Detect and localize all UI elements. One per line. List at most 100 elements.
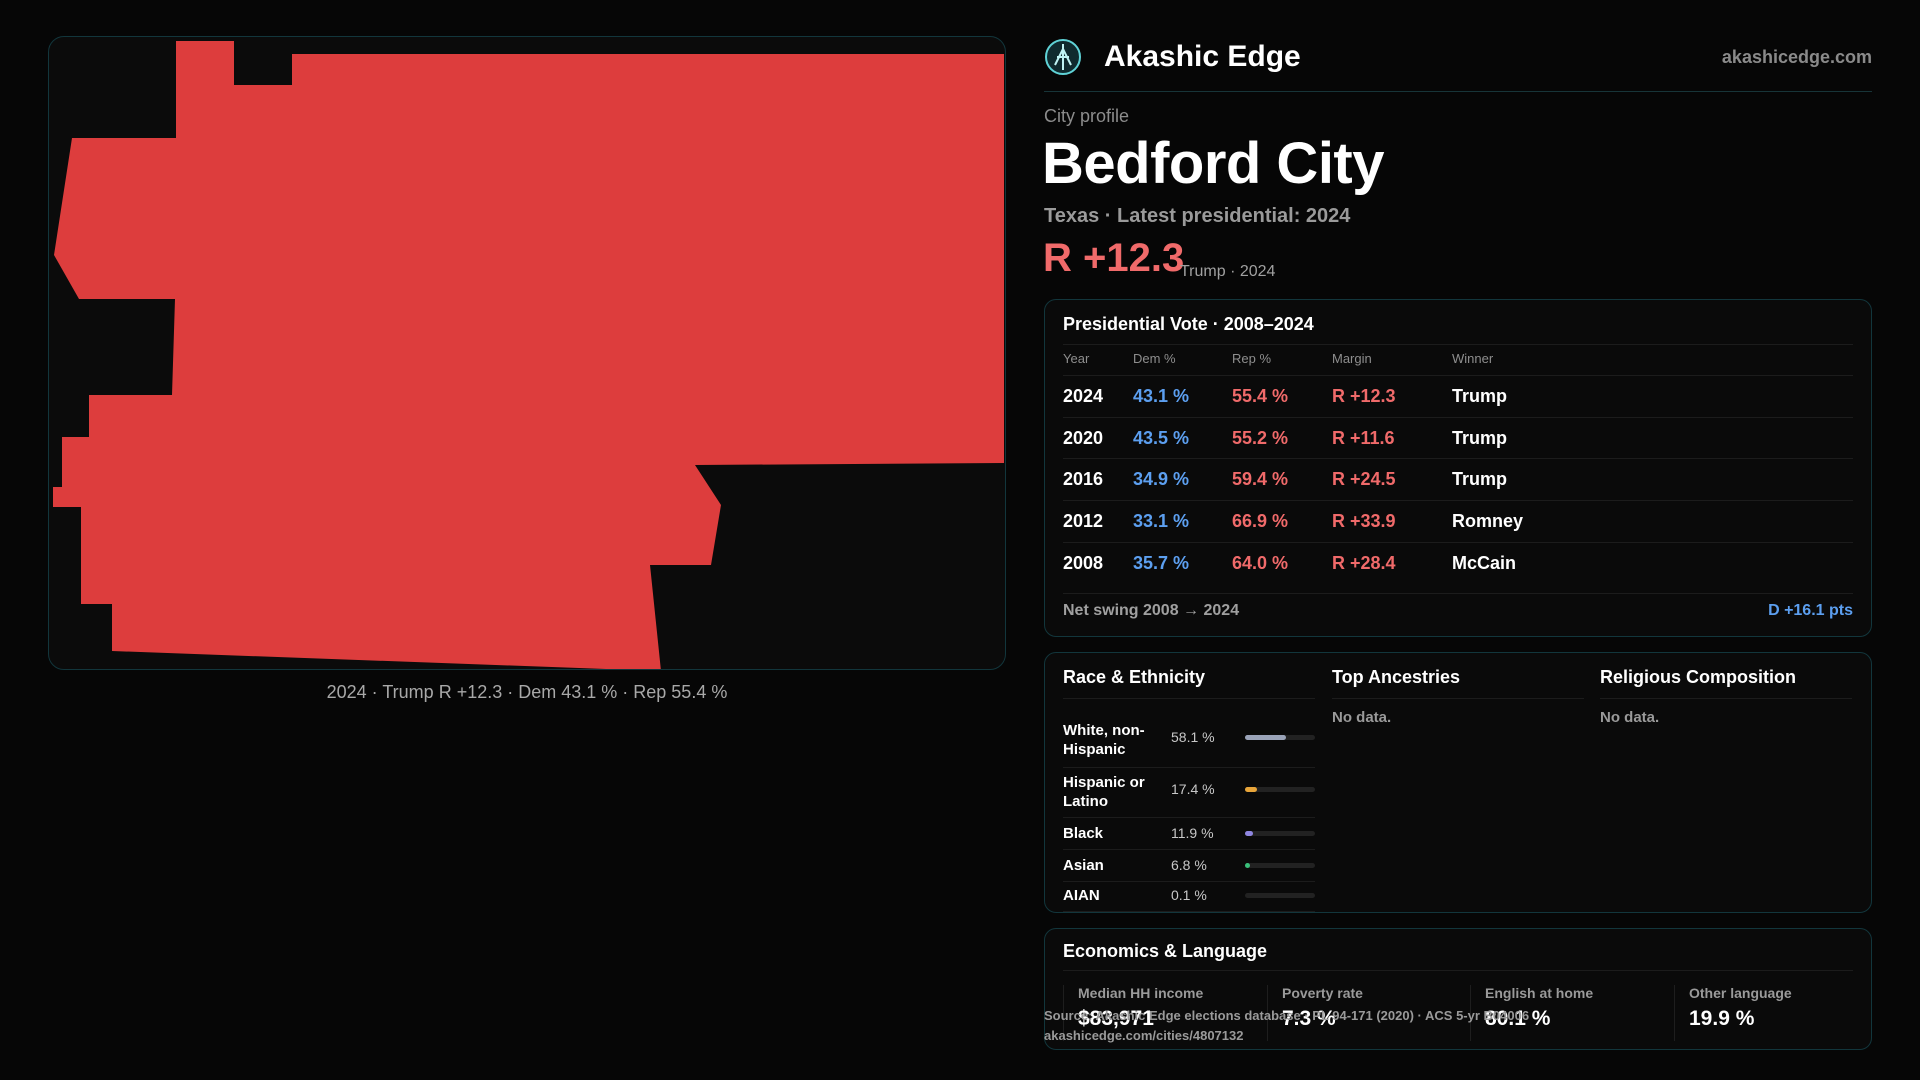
table-row: 2024 43.1 % 55.4 % R +12.3 Trump [1063, 375, 1853, 417]
race-row-white: White, non-Hispanic 58.1 % [1063, 715, 1315, 768]
row-margin: R +11.6 [1332, 428, 1395, 448]
row-year: 2024 [1063, 386, 1104, 406]
compass-logo-icon[interactable] [1044, 38, 1082, 76]
economics-language-card: Economics & Language Median HH income $8… [1044, 928, 1872, 1050]
stat-value: $83,971 [1078, 1007, 1154, 1030]
divider [1063, 344, 1853, 345]
city-boundary-map [53, 41, 1004, 669]
presidential-vote-card: Presidential Vote · 2008–2024 Year Dem %… [1044, 299, 1872, 637]
ancestries-empty-state: No data. [1332, 709, 1392, 726]
stat-english-at-home: English at home 80.1 % [1470, 985, 1660, 1041]
row-dem-pct: 35.7 % [1133, 553, 1190, 573]
source-text: Source: Akashic Edge elections database … [1044, 1008, 1530, 1023]
page-title: Bedford City [1042, 131, 1385, 196]
app-header: Akashic Edge akashicedge.com [1044, 30, 1872, 92]
top-ancestries-title: Top Ancestries [1332, 667, 1584, 699]
row-year: 2020 [1063, 428, 1104, 448]
row-rep-pct: 55.2 % [1232, 428, 1289, 448]
race-label: Black [1063, 825, 1104, 842]
table-row: 2016 34.9 % 59.4 % R +24.5 Trump [1063, 458, 1853, 500]
state-subline: Texas · Latest presidential: 2024 [1044, 205, 1351, 227]
source-url[interactable]: akashicedge.com/cities/4807132 [1044, 1028, 1244, 1043]
race-bar-track [1245, 863, 1315, 868]
stat-label: Poverty rate [1282, 985, 1363, 1001]
race-pct: 0.1 % [1171, 887, 1207, 903]
race-bar-track [1245, 893, 1315, 898]
net-swing-value: D +16.1 pts [1768, 602, 1853, 619]
divider [1063, 970, 1853, 971]
row-year: 2016 [1063, 469, 1104, 489]
race-bar-fill [1245, 787, 1258, 792]
row-rep-pct: 59.4 % [1232, 469, 1289, 489]
religious-composition-title: Religious Composition [1600, 667, 1852, 699]
race-bar-fill [1245, 863, 1250, 868]
top-ancestries-section: Top Ancestries No data. [1332, 667, 1584, 726]
race-row-asian: Asian 6.8 % [1063, 849, 1315, 882]
race-row-black: Black 11.9 % [1063, 817, 1315, 850]
stat-label: Median HH income [1078, 985, 1204, 1001]
race-ethnicity-title: Race & Ethnicity [1063, 667, 1315, 699]
row-winner: McCain [1452, 553, 1517, 573]
religion-empty-state: No data. [1600, 709, 1660, 726]
race-pct: 17.4 % [1171, 781, 1215, 797]
race-row-aian: AIAN 0.1 % [1063, 881, 1315, 912]
table-row: 2008 35.7 % 64.0 % R +28.4 McCain [1063, 542, 1853, 584]
column-header-rep: Rep % [1232, 351, 1272, 366]
table-row: 2020 43.5 % 55.2 % R +11.6 Trump [1063, 417, 1853, 459]
race-label: Hispanic or Latino [1063, 774, 1145, 810]
race-bar-fill [1245, 831, 1254, 836]
stat-median-income: Median HH income $83,971 [1063, 985, 1253, 1041]
race-bar-fill [1245, 735, 1286, 740]
row-margin: R +24.5 [1332, 469, 1396, 489]
row-winner: Trump [1452, 469, 1508, 489]
row-rep-pct: 66.9 % [1232, 511, 1289, 531]
row-margin: R +12.3 [1332, 386, 1396, 406]
demographics-card: Race & Ethnicity White, non-Hispanic 58.… [1044, 652, 1872, 913]
brand-name[interactable]: Akashic Edge [1104, 40, 1301, 73]
city-map[interactable] [48, 36, 1006, 670]
stat-value: 19.9 % [1689, 1007, 1755, 1030]
race-row-hispanic: Hispanic or Latino 17.4 % [1063, 767, 1315, 818]
race-bar-track [1245, 831, 1315, 836]
column-header-winner: Winner [1452, 351, 1494, 366]
race-label: AIAN [1063, 887, 1100, 904]
stat-value: 7.3 % [1282, 1007, 1336, 1030]
race-pct: 11.9 % [1171, 825, 1214, 841]
column-header-dem: Dem % [1133, 351, 1176, 366]
row-margin: R +33.9 [1332, 511, 1396, 531]
net-swing-label: Net swing 2008 → 2024 [1063, 602, 1240, 619]
religious-composition-section: Religious Composition No data. [1600, 667, 1852, 726]
race-bar-track [1245, 735, 1315, 740]
source-footer: Source: Akashic Edge elections database … [1044, 1006, 1529, 1046]
row-margin: R +28.4 [1332, 553, 1396, 573]
city-boundary-shape[interactable] [53, 41, 1004, 669]
stat-value: 80.1 % [1485, 1007, 1551, 1030]
stat-other-language: Other language 19.9 % [1674, 985, 1864, 1041]
race-label: Asian [1063, 857, 1104, 874]
race-bar-track [1245, 787, 1315, 792]
row-winner: Trump [1452, 386, 1508, 406]
row-dem-pct: 43.1 % [1133, 386, 1190, 406]
row-dem-pct: 43.5 % [1133, 428, 1190, 448]
row-winner: Romney [1452, 511, 1524, 531]
map-caption: 2024 · Trump R +12.3 · Dem 43.1 % · Rep … [326, 682, 728, 702]
row-dem-pct: 34.9 % [1133, 469, 1190, 489]
column-header-year: Year [1063, 351, 1090, 366]
vote-card-title: Presidential Vote · 2008–2024 [1063, 314, 1314, 334]
row-year: 2012 [1063, 511, 1104, 531]
race-ethnicity-section: Race & Ethnicity White, non-Hispanic 58.… [1063, 667, 1315, 912]
stat-poverty-rate: Poverty rate 7.3 % [1267, 985, 1457, 1041]
latest-margin: R +12.3 [1043, 236, 1185, 280]
row-year: 2008 [1063, 553, 1104, 573]
column-header-margin: Margin [1332, 351, 1372, 366]
table-row: 2012 33.1 % 66.9 % R +33.9 Romney [1063, 500, 1853, 542]
row-dem-pct: 33.1 % [1133, 511, 1190, 531]
row-winner: Trump [1452, 428, 1508, 448]
stat-label: Other language [1689, 985, 1792, 1001]
divider [1063, 593, 1853, 594]
stat-label: English at home [1485, 985, 1594, 1001]
row-rep-pct: 64.0 % [1232, 553, 1289, 573]
site-url[interactable]: akashicedge.com [1721, 47, 1872, 67]
page-kicker: City profile [1044, 106, 1130, 126]
race-label: White, non-Hispanic [1063, 722, 1145, 758]
